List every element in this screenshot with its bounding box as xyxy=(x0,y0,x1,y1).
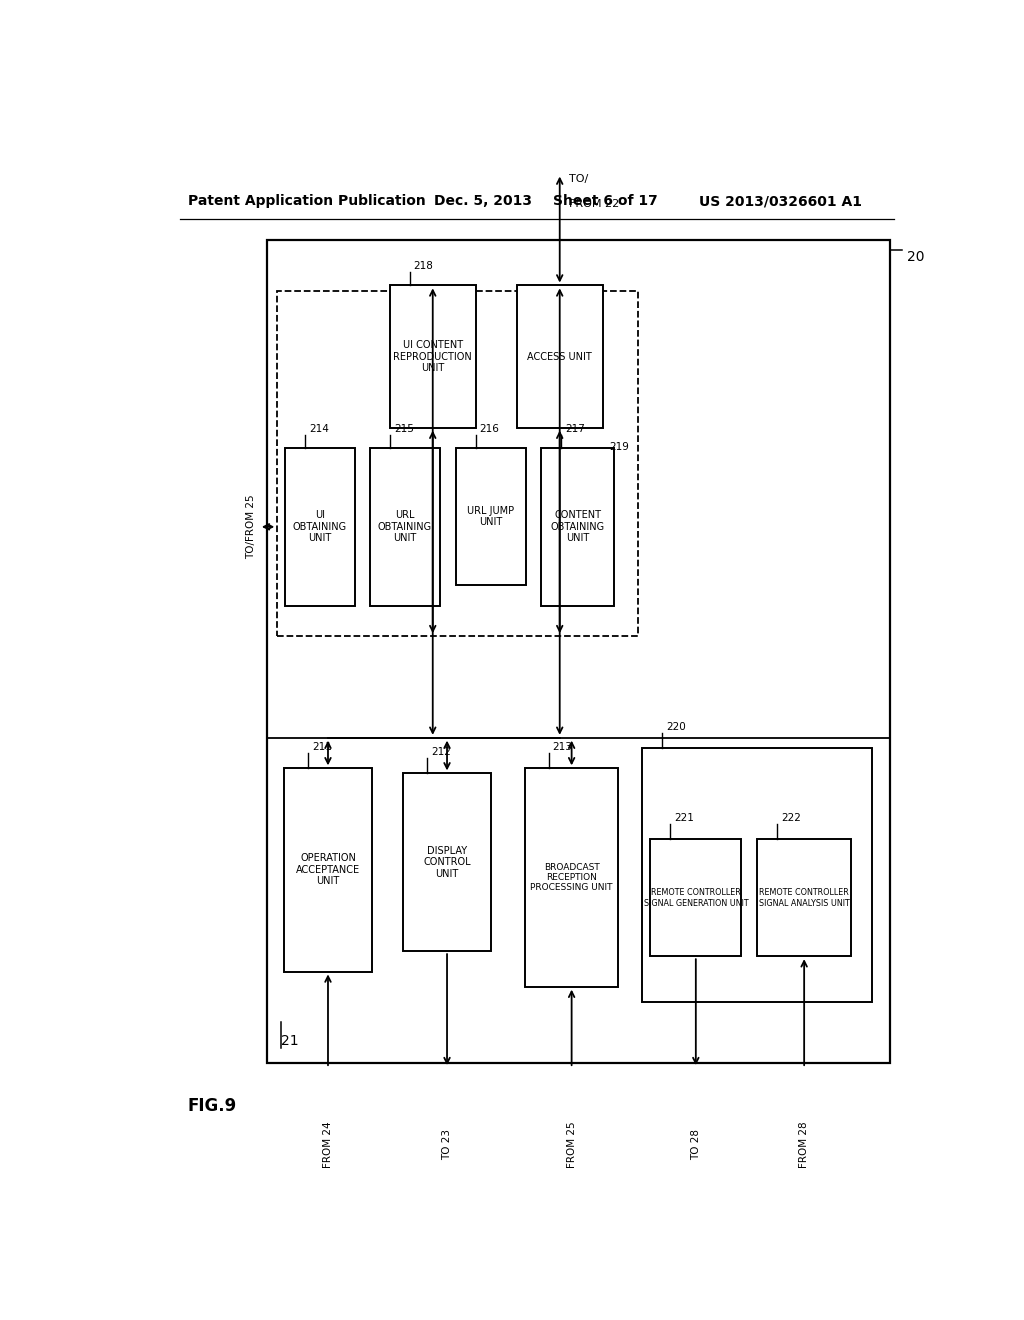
Bar xyxy=(267,240,890,1063)
Text: CONTENT
OBTAINING
UNIT: CONTENT OBTAINING UNIT xyxy=(551,511,605,544)
Text: Dec. 5, 2013: Dec. 5, 2013 xyxy=(433,194,531,209)
Text: URL
OBTAINING
UNIT: URL OBTAINING UNIT xyxy=(378,511,432,544)
Text: REMOTE CONTROLLER
SIGNAL ANALYSIS UNIT: REMOTE CONTROLLER SIGNAL ANALYSIS UNIT xyxy=(759,888,850,908)
Text: 21: 21 xyxy=(282,1034,299,1048)
Bar xyxy=(524,768,618,987)
Text: FROM 22: FROM 22 xyxy=(569,199,620,209)
Bar xyxy=(390,285,475,428)
Text: 220: 220 xyxy=(666,722,686,731)
Text: 20: 20 xyxy=(907,249,925,264)
Text: TO/: TO/ xyxy=(569,174,589,183)
Text: TO 28: TO 28 xyxy=(691,1129,700,1160)
Text: TO 23: TO 23 xyxy=(442,1129,452,1160)
Bar xyxy=(542,447,614,606)
Text: FROM 25: FROM 25 xyxy=(566,1121,577,1168)
Bar xyxy=(278,290,638,636)
Bar xyxy=(285,447,355,606)
Text: 213: 213 xyxy=(553,742,572,752)
Text: REMOTE CONTROLLER
SIGNAL GENERATION UNIT: REMOTE CONTROLLER SIGNAL GENERATION UNIT xyxy=(643,888,749,908)
Bar xyxy=(642,748,872,1002)
Text: FROM 24: FROM 24 xyxy=(323,1121,333,1168)
Text: UI CONTENT
REPRODUCTION
UNIT: UI CONTENT REPRODUCTION UNIT xyxy=(393,341,472,374)
Bar xyxy=(517,285,602,428)
Text: FIG.9: FIG.9 xyxy=(187,1097,237,1114)
Text: BROADCAST
RECEPTION
PROCESSING UNIT: BROADCAST RECEPTION PROCESSING UNIT xyxy=(530,862,613,892)
Bar xyxy=(403,774,490,952)
Bar xyxy=(456,447,525,585)
Text: TO/FROM 25: TO/FROM 25 xyxy=(246,495,256,560)
Text: DISPLAY
CONTROL
UNIT: DISPLAY CONTROL UNIT xyxy=(423,846,471,879)
Text: 214: 214 xyxy=(309,424,329,434)
Text: 218: 218 xyxy=(414,261,433,271)
Bar xyxy=(650,840,741,956)
Text: URL JUMP
UNIT: URL JUMP UNIT xyxy=(467,506,514,528)
Text: Patent Application Publication: Patent Application Publication xyxy=(187,194,425,209)
Text: 215: 215 xyxy=(394,424,414,434)
Text: 212: 212 xyxy=(431,747,451,758)
Bar xyxy=(285,768,372,972)
Text: Sheet 6 of 17: Sheet 6 of 17 xyxy=(553,194,657,209)
Text: US 2013/0326601 A1: US 2013/0326601 A1 xyxy=(699,194,862,209)
Text: 216: 216 xyxy=(479,424,500,434)
Bar xyxy=(370,447,440,606)
Text: 222: 222 xyxy=(781,813,801,824)
Text: 217: 217 xyxy=(565,424,585,434)
Text: 221: 221 xyxy=(674,813,694,824)
Text: 211: 211 xyxy=(312,742,332,752)
Bar xyxy=(758,840,851,956)
Text: ACCESS UNIT: ACCESS UNIT xyxy=(527,351,592,362)
Text: UI
OBTAINING
UNIT: UI OBTAINING UNIT xyxy=(293,511,347,544)
Text: FROM 28: FROM 28 xyxy=(799,1121,809,1168)
Text: 219: 219 xyxy=(609,442,629,451)
Text: OPERATION
ACCEPTANCE
UNIT: OPERATION ACCEPTANCE UNIT xyxy=(296,853,360,887)
